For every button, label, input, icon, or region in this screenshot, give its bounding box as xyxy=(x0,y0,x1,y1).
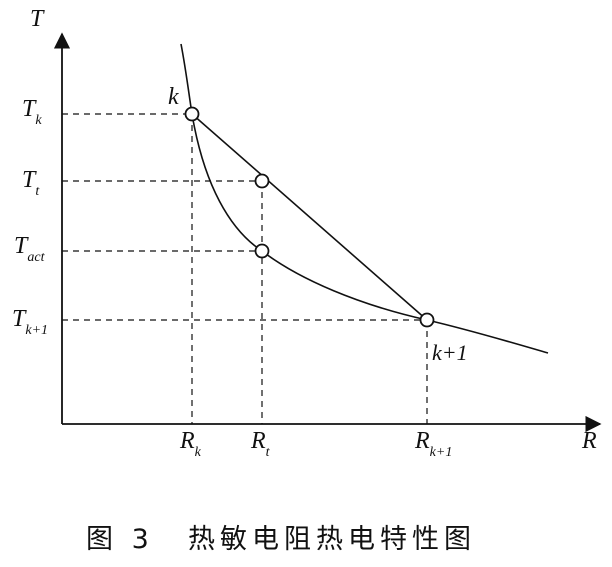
x-tick-rt-sub: t xyxy=(266,445,271,460)
y-tick-tk-sub: k xyxy=(35,113,42,128)
y-tick-tt-main: T xyxy=(22,167,37,193)
point-t-linear xyxy=(254,173,270,189)
y-tick-tact-main: T xyxy=(14,233,29,259)
point-t-actual xyxy=(254,243,270,259)
y-axis-label: T xyxy=(30,6,45,32)
x-tick-rk-main: R xyxy=(179,428,195,454)
figure-caption-title: 热敏电阻热电特性图 xyxy=(188,524,476,555)
y-tick-tact: Tact xyxy=(14,233,46,265)
point-k-plus-1 xyxy=(419,312,435,328)
x-tick-rt-main: R xyxy=(250,428,266,454)
y-tick-tk1-sub: k+1 xyxy=(25,323,48,338)
y-tick-tt-sub: t xyxy=(35,184,40,199)
figure-caption-number: 图 3 xyxy=(86,524,154,555)
y-tick-tk1-main: T xyxy=(12,306,27,332)
linear-chord xyxy=(191,113,428,321)
x-tick-rk-sub: k xyxy=(195,445,202,460)
point-k xyxy=(184,106,200,122)
x-tick-rk1-main: R xyxy=(414,428,430,454)
characteristic-curve xyxy=(180,43,549,354)
point-k-label: k xyxy=(168,84,179,110)
x-tick-rk1-sub: k+1 xyxy=(430,445,453,460)
x-axis-label: R xyxy=(581,428,597,454)
y-tick-tk1: Tk+1 xyxy=(12,306,48,338)
y-tick-tk-main: T xyxy=(22,96,37,122)
point-k-plus-1-label: k+1 xyxy=(432,340,468,365)
y-tick-tt: Tt xyxy=(22,167,40,199)
y-tick-tk: Tk xyxy=(22,96,42,128)
x-tick-rk: Rk xyxy=(179,428,202,460)
y-tick-tact-sub: act xyxy=(27,250,45,265)
x-tick-rk1: Rk+1 xyxy=(414,428,452,460)
x-tick-rt: Rt xyxy=(250,428,271,460)
